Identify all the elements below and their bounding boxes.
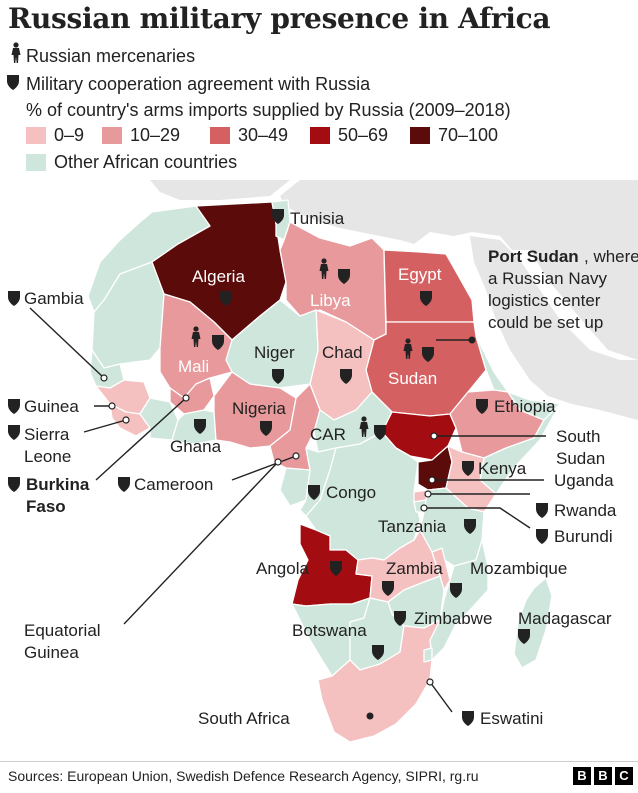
shield-icon-cameroon [118, 477, 130, 492]
outside-land-arabia [470, 236, 638, 420]
shield-icon-gambia [8, 291, 20, 306]
label-madagascar: Madagascar [518, 609, 612, 628]
legend-label-30-49: 30–49 [238, 125, 289, 145]
country-egypt [383, 249, 475, 323]
label-gambia: Gambia [24, 289, 84, 308]
label-ethiopia: Ethiopia [494, 397, 556, 416]
legend-label-50-69: 50–69 [338, 125, 389, 145]
label-angola: Angola [256, 559, 309, 578]
africa-map: Tunisia Algeria Libya Egypt Port Sudan ,… [8, 180, 638, 743]
legend-imports-heading: % of country's arms imports supplied by … [26, 100, 511, 120]
label-eq-guinea-2: Guinea [24, 643, 79, 662]
label-burkina-1: Burkina [26, 475, 90, 494]
label-sierra-leone-1: Sierra [24, 425, 70, 444]
shield-icon-eswatini [462, 711, 474, 726]
label-tunisia: Tunisia [290, 209, 345, 228]
label-uganda: Uganda [554, 471, 614, 490]
sources-text: Sources: European Union, Swedish Defence… [8, 768, 479, 784]
label-south-sudan-2: Sudan [556, 449, 605, 468]
footer-divider [0, 761, 638, 762]
label-sierra-leone-2: Leone [24, 447, 71, 466]
label-rwanda: Rwanda [554, 501, 617, 520]
legend-mercenaries: Russian mercenaries [26, 46, 196, 66]
bbc-logo-b1: B [573, 767, 591, 785]
label-botswana: Botswana [292, 621, 367, 640]
label-libya: Libya [310, 291, 351, 310]
label-port-sudan-line3: logistics center [488, 291, 601, 310]
label-south-africa: South Africa [198, 709, 290, 728]
label-port-sudan-bold: Port Sudan [488, 247, 579, 266]
shield-icon-guinea [8, 399, 20, 414]
label-algeria: Algeria [192, 267, 245, 286]
country-kenya [445, 445, 497, 513]
label-port-sudan-line4: could be set up [488, 313, 603, 332]
label-congo: Congo [326, 483, 376, 502]
country-eswatini [423, 647, 433, 663]
label-guinea: Guinea [24, 397, 79, 416]
shield-icon [7, 75, 19, 90]
bbc-logo-b2: B [594, 767, 612, 785]
legend-swatch-10-29 [102, 127, 122, 144]
label-kenya: Kenya [478, 459, 527, 478]
shield-icon-burundi [536, 529, 548, 544]
legend-swatch-30-49 [210, 127, 230, 144]
country-sierra-leone [109, 403, 151, 437]
label-cameroon: Cameroon [134, 475, 213, 494]
legend-label-other: Other African countries [54, 152, 238, 172]
legend-label-10-29: 10–29 [130, 125, 181, 145]
label-mozambique: Mozambique [470, 559, 567, 578]
mercenary-icon [11, 42, 21, 63]
legend-swatch-other [26, 154, 46, 171]
label-burkina-2: Faso [26, 497, 66, 516]
country-gabon [279, 467, 311, 507]
country-malawi [431, 547, 451, 591]
label-zimbabwe: Zimbabwe [414, 609, 492, 628]
shield-icon-rwanda [536, 503, 548, 518]
legend-swatch-50-69 [310, 127, 330, 144]
label-car: CAR [310, 425, 346, 444]
legend-label-70-100: 70–100 [438, 125, 499, 145]
shield-icon-sierra-leone [8, 425, 20, 440]
legend-swatch-70-100 [410, 127, 430, 144]
label-eswatini: Eswatini [480, 709, 543, 728]
label-sudan: Sudan [388, 369, 437, 388]
bbc-logo-c: C [615, 767, 633, 785]
label-mali: Mali [178, 357, 209, 376]
country-madagascar [513, 577, 553, 669]
label-ghana: Ghana [170, 437, 222, 456]
outside-land [280, 180, 638, 360]
legend-swatch-0-9 [26, 127, 46, 144]
shield-icon-burkina-faso [8, 477, 20, 492]
label-port-sudan-line2: a Russian Navy [488, 269, 608, 288]
legend-agreement: Military cooperation agreement with Russ… [26, 74, 371, 94]
country-mozambique [429, 539, 489, 661]
label-zambia: Zambia [386, 559, 443, 578]
label-chad: Chad [322, 343, 363, 362]
label-burundi: Burundi [554, 527, 613, 546]
label-egypt: Egypt [398, 265, 442, 284]
label-south-sudan-1: South [556, 427, 600, 446]
legend-label-0-9: 0–9 [54, 125, 85, 145]
label-port-sudan-line1: , where [584, 247, 638, 266]
label-tanzania: Tanzania [378, 517, 447, 536]
label-nigeria: Nigeria [232, 399, 286, 418]
label-niger: Niger [254, 343, 295, 362]
outside-land-europe [150, 180, 290, 200]
page-title: Russian military presence in Africa [8, 2, 551, 35]
label-eq-guinea-1: Equatorial [24, 621, 101, 640]
